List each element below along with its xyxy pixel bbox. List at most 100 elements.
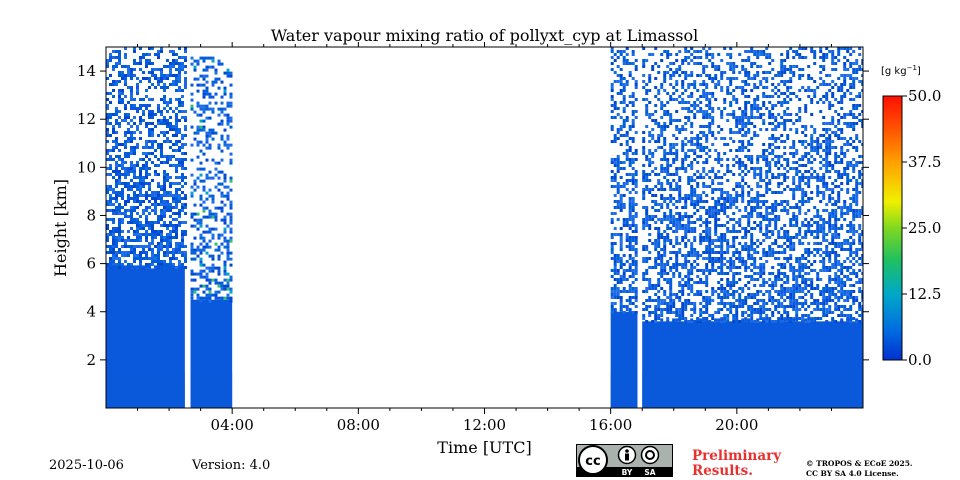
noise-cell — [205, 287, 209, 291]
noise-cell — [151, 194, 154, 197]
noise-cell — [729, 65, 733, 68]
noise-cell — [190, 56, 194, 60]
edge-cell — [208, 296, 212, 300]
noise-cell — [160, 194, 163, 197]
noise-cell — [151, 260, 154, 263]
noise-cell — [163, 65, 166, 68]
noise-cell — [619, 302, 623, 305]
noise-cell — [163, 176, 166, 179]
noise-cell — [786, 200, 790, 203]
noise-cell — [798, 302, 802, 305]
noise-cell — [169, 98, 172, 101]
noise-cell — [738, 131, 742, 134]
noise-cell — [628, 263, 632, 266]
noise-cell — [717, 293, 721, 296]
noise-cell — [738, 71, 742, 74]
noise-cell — [678, 101, 682, 104]
noise-cell — [777, 71, 781, 74]
noise-cell — [124, 152, 127, 155]
noise-cell — [762, 320, 766, 323]
noise-cell — [792, 146, 796, 149]
noise-cell — [771, 218, 775, 221]
noise-cell — [160, 200, 163, 203]
noise-cell — [735, 149, 739, 152]
noise-cell — [666, 113, 670, 116]
noise-cell — [184, 110, 187, 113]
noise-cell — [660, 302, 664, 305]
noise-cell — [711, 239, 715, 242]
noise-cell — [756, 266, 760, 269]
noise-cell — [145, 257, 148, 260]
noise-cell — [672, 320, 676, 323]
noise-cell — [783, 125, 787, 128]
noise-cell — [133, 173, 136, 176]
noise-cell — [810, 101, 814, 104]
noise-cell — [142, 98, 145, 101]
noise-cell — [762, 248, 766, 251]
noise-cell — [729, 260, 733, 263]
noise-cell — [726, 227, 730, 230]
noise-cell — [828, 137, 832, 140]
noise-cell — [622, 134, 626, 137]
noise-cell — [717, 80, 721, 83]
noise-cell — [657, 263, 661, 266]
noise-cell — [690, 188, 694, 191]
noise-cell — [121, 98, 124, 101]
noise-cell — [634, 212, 638, 215]
noise-cell — [822, 260, 826, 263]
noise-cell — [619, 278, 623, 281]
noise-cell — [214, 185, 218, 189]
noise-cell — [124, 95, 127, 98]
noise-cell — [735, 236, 739, 239]
noise-cell — [154, 236, 157, 239]
noise-cell — [127, 182, 130, 185]
noise-cell — [172, 251, 175, 254]
noise-cell — [843, 92, 847, 95]
noise-cell — [849, 203, 853, 206]
noise-cell — [139, 245, 142, 248]
noise-cell — [660, 83, 664, 86]
noise-cell — [226, 281, 230, 285]
noise-cell — [753, 125, 757, 128]
noise-cell — [801, 269, 805, 272]
noise-cell — [208, 299, 212, 303]
noise-cell — [774, 86, 778, 89]
noise-cell — [795, 152, 799, 155]
noise-cell — [163, 116, 166, 119]
noise-cell — [145, 53, 148, 56]
noise-cell — [720, 287, 724, 290]
noise-cell — [220, 137, 224, 141]
noise-cell — [112, 158, 115, 161]
noise-cell — [837, 281, 841, 284]
noise-cell — [139, 179, 142, 182]
noise-cell — [669, 173, 673, 176]
noise-cell — [145, 140, 148, 143]
noise-cell — [828, 140, 832, 143]
noise-cell — [804, 236, 808, 239]
noise-cell — [199, 233, 203, 237]
noise-cell — [762, 143, 766, 146]
noise-cell — [765, 95, 769, 98]
noise-cell — [610, 242, 614, 245]
noise-cell — [756, 290, 760, 293]
noise-cell — [657, 230, 661, 233]
noise-cell — [613, 287, 617, 290]
noise-cell — [711, 299, 715, 302]
noise-cell — [678, 167, 682, 170]
noise-cell — [852, 218, 856, 221]
noise-cell — [678, 242, 682, 245]
noise-cell — [846, 266, 850, 269]
noise-cell — [229, 206, 233, 210]
noise-cell — [616, 260, 620, 263]
noise-cell — [684, 50, 688, 53]
noise-cell — [628, 239, 632, 242]
noise-cell — [708, 47, 712, 50]
noise-cell — [199, 173, 203, 177]
noise-cell — [229, 74, 233, 78]
noise-cell — [846, 68, 850, 71]
noise-cell — [154, 260, 157, 263]
noise-cell — [717, 131, 721, 134]
noise-cell — [702, 206, 706, 209]
noise-cell — [148, 188, 151, 191]
noise-cell — [822, 182, 826, 185]
